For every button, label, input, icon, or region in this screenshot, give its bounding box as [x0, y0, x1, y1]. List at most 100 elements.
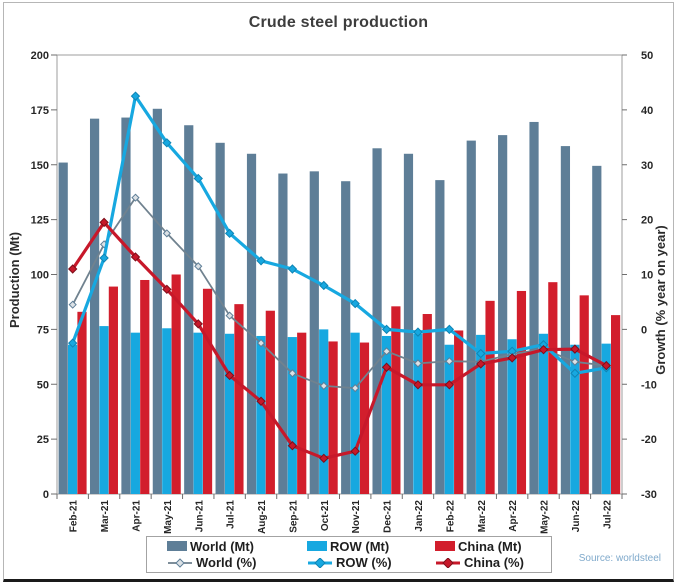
legend-item-world-mt: World (Mt) [167, 539, 307, 554]
marker-row--jun-21 [193, 173, 203, 184]
y-right-tick-label: 0 [641, 324, 647, 336]
bar-row-mt--apr-22 [507, 339, 517, 494]
bar-world-mt--jun-21 [184, 125, 194, 495]
bar-row-mt--dec-21 [381, 335, 392, 494]
source-credit: Source: worldsteel [578, 553, 661, 564]
marker-china--sep-21 [287, 441, 298, 451]
y-right-tick-label: -10 [641, 379, 657, 391]
marker-row--sep-21 [287, 264, 298, 274]
bar-world-mt--jan-22 [403, 153, 414, 494]
marker-china--apr-21 [130, 252, 141, 262]
bar-china-mt--dec-21 [391, 306, 401, 494]
marker-row--jun-22 [570, 368, 580, 378]
marker-china--mar-21 [99, 217, 109, 228]
bar-china-mt--apr-22 [516, 290, 527, 494]
marker-row--jan-22 [413, 327, 423, 337]
china-pct-line-icon [436, 557, 460, 568]
bar-china-mt--feb-21 [77, 311, 87, 494]
marker-china--aug-21 [256, 396, 266, 406]
bar-china-mt--mar-22 [485, 300, 495, 494]
row-mt-swatch-icon [307, 541, 327, 552]
bar-china-mt--jan-22 [422, 314, 432, 494]
x-axis-month-label: Jun-21 [194, 500, 205, 533]
marker-world--may-21 [162, 229, 171, 238]
marker-world--feb-21 [68, 300, 77, 309]
marker-row--jul-21 [224, 228, 235, 239]
y-left-tick-label: 150 [31, 160, 49, 172]
bar-world-mt--feb-21 [58, 162, 68, 494]
bar-row-mt--jul-21 [224, 333, 235, 494]
bar-china-mt--jul-22 [611, 315, 621, 494]
marker-world--apr-21 [131, 193, 140, 202]
x-axis-month-label: Sep-21 [288, 500, 299, 533]
bar-china-mt--apr-21 [140, 279, 150, 494]
bar-world-mt--apr-22 [498, 135, 508, 494]
legend-label: ROW (%) [336, 555, 392, 571]
y-left-tick-label: 125 [31, 215, 49, 227]
marker-row--feb-21 [67, 338, 78, 348]
bar-world-mt--mar-22 [466, 140, 476, 495]
row-pct-line-icon [308, 557, 332, 568]
x-axis-month-label: Feb-21 [69, 500, 80, 533]
x-axis-month-label: Mar-22 [477, 500, 488, 533]
marker-china--feb-22 [444, 380, 455, 390]
x-axis-month-label: Mar-21 [100, 500, 111, 533]
bar-row-mt--may-21 [162, 328, 172, 494]
y-left-tick-label: 175 [31, 105, 49, 117]
y-right-tick-label: 10 [641, 270, 653, 282]
marker-china--jun-21 [193, 319, 203, 329]
y-right-tick-label: -30 [641, 489, 657, 501]
marker-china--may-21 [162, 284, 172, 295]
bar-china-mt--aug-21 [265, 310, 275, 494]
bar-row-mt--mar-22 [476, 334, 486, 494]
legend-label: World (%) [196, 555, 257, 571]
bar-world-mt--feb-22 [435, 180, 445, 495]
china-mt-swatch-icon [435, 541, 455, 552]
marker-china--jun-22 [570, 344, 580, 354]
row--line [71, 94, 608, 375]
y-left-tick-label: 75 [37, 324, 49, 336]
y-left-tick-label: 50 [37, 379, 49, 391]
marker-china--mar-22 [476, 359, 486, 369]
x-axis-month-label: Aug-21 [257, 500, 268, 534]
y-right-tick-label: 20 [641, 215, 653, 227]
bar-china-mt--jul-21 [234, 304, 244, 494]
world-pct-line-icon [168, 558, 192, 568]
marker-world--aug-21 [256, 338, 266, 348]
bar-row-mt--feb-21 [67, 344, 78, 494]
bar-china-mt--sep-21 [297, 332, 307, 494]
legend-label: China (Mt) [458, 538, 522, 554]
marker-china--jul-21 [224, 370, 235, 381]
marker-china--nov-21 [350, 446, 360, 456]
bar-world-mt--nov-21 [341, 181, 351, 494]
bar-world-mt--jun-22 [560, 146, 571, 494]
y-left-tick-label: 0 [43, 489, 49, 501]
bar-world-mt--may-21 [152, 108, 162, 494]
bar-world-mt--jul-21 [215, 142, 225, 495]
legend: World (Mt) ROW (Mt) China (Mt) World (%)… [146, 536, 552, 573]
legend-item-world-pct: World (%) [167, 555, 307, 570]
bar-row-mt--sep-21 [287, 337, 297, 494]
x-axis-month-label: Feb-22 [445, 500, 456, 533]
bar-china-mt--oct-21 [328, 341, 338, 494]
legend-label: China (%) [464, 555, 524, 571]
x-axis-month-label: Oct-21 [320, 500, 331, 532]
bar-row-mt--oct-21 [319, 329, 329, 494]
bar-world-mt--sep-21 [278, 173, 288, 494]
x-axis-month-label: Jun-22 [571, 500, 582, 533]
marker-row--apr-21 [130, 91, 141, 101]
bar-world-mt--oct-21 [309, 171, 319, 494]
bar-china-mt--may-22 [548, 282, 558, 494]
bar-china-mt--nov-21 [359, 342, 370, 494]
x-axis-month-label: Jul-22 [602, 500, 613, 529]
legend-item-row-mt: ROW (Mt) [307, 539, 435, 554]
marker-row--mar-21 [99, 253, 109, 263]
bar-china-mt--jun-22 [579, 295, 589, 494]
y-right-tick-label: 50 [641, 50, 653, 62]
bar-row-mt--nov-21 [350, 332, 360, 494]
marker-row--may-21 [162, 138, 172, 148]
x-axis-month-label: Jul-21 [226, 500, 237, 529]
x-axis-month-label: May-22 [540, 500, 551, 534]
